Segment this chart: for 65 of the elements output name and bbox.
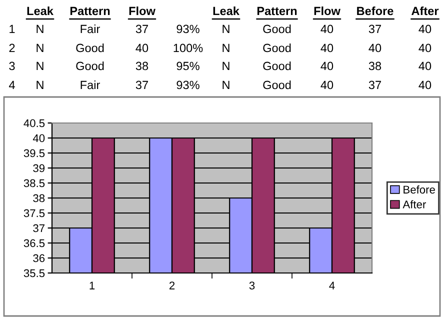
y-tick-label: 39 bbox=[33, 164, 45, 172]
text: Good bbox=[263, 44, 291, 52]
text: Good bbox=[263, 62, 291, 70]
text: 93% bbox=[176, 24, 200, 34]
text: 38 bbox=[136, 62, 148, 70]
x-tick-label: 3 bbox=[249, 282, 255, 290]
text: Before bbox=[357, 6, 394, 16]
text: N bbox=[36, 44, 44, 52]
text: 2 bbox=[9, 44, 15, 52]
y-tick-label: 40 bbox=[32, 134, 45, 142]
text: 93% bbox=[176, 80, 200, 90]
text: Leak bbox=[213, 6, 240, 16]
y-tick-label: 36.5 bbox=[24, 239, 45, 248]
text: 38 bbox=[368, 62, 382, 70]
text: 40 bbox=[418, 44, 432, 52]
text: Good bbox=[76, 44, 104, 52]
text: N bbox=[222, 24, 230, 34]
y-tick-label: 40.5 bbox=[24, 119, 45, 128]
text: N bbox=[36, 62, 44, 70]
text: 37 bbox=[368, 24, 381, 34]
text: Pattern bbox=[70, 6, 110, 16]
text: N bbox=[222, 62, 230, 70]
text: 40 bbox=[368, 44, 382, 52]
text: 1 bbox=[10, 24, 15, 34]
text: After bbox=[412, 6, 439, 16]
text: 37 bbox=[368, 80, 381, 90]
y-tick-label: 39.5 bbox=[24, 149, 45, 158]
text: 40 bbox=[136, 44, 148, 52]
y-tick-label: 37 bbox=[33, 224, 44, 232]
text: 40 bbox=[418, 80, 432, 90]
x-tick-label: 4 bbox=[329, 282, 335, 290]
text: N bbox=[36, 24, 44, 34]
y-tick-label: 36 bbox=[33, 254, 45, 262]
text: Fair bbox=[80, 24, 100, 34]
text: 40 bbox=[320, 24, 334, 34]
text: 40 bbox=[418, 62, 432, 70]
y-tick-label: 38.5 bbox=[24, 179, 45, 188]
y-tick-label: 38 bbox=[33, 194, 45, 202]
text: Good bbox=[76, 62, 104, 70]
text: Leak bbox=[27, 6, 54, 16]
text: N bbox=[222, 80, 230, 90]
text: 4 bbox=[8, 80, 15, 90]
text: N bbox=[222, 44, 230, 52]
text: Good bbox=[263, 80, 291, 90]
text: 3 bbox=[9, 62, 15, 70]
x-tick-label: 2 bbox=[169, 282, 175, 290]
text: 95% bbox=[176, 62, 200, 70]
text: Pattern bbox=[257, 6, 297, 16]
text: 37 bbox=[136, 24, 148, 34]
x-tick-label: 1 bbox=[90, 282, 95, 290]
y-tick-label: 37.5 bbox=[24, 209, 45, 218]
legend-label: After bbox=[402, 200, 426, 208]
text: N bbox=[36, 80, 44, 90]
legend-label: Before bbox=[404, 185, 435, 194]
text: 40 bbox=[418, 24, 432, 34]
text: 100% bbox=[174, 44, 203, 52]
text: Fair bbox=[80, 80, 100, 90]
text: 40 bbox=[320, 62, 334, 70]
text: Good bbox=[263, 24, 291, 34]
text: 40 bbox=[320, 44, 334, 52]
text: 37 bbox=[136, 80, 148, 90]
text: Flow bbox=[314, 6, 340, 16]
text: Flow bbox=[129, 6, 156, 16]
text: 40 bbox=[320, 80, 334, 90]
y-tick-label: 35.5 bbox=[24, 269, 45, 278]
